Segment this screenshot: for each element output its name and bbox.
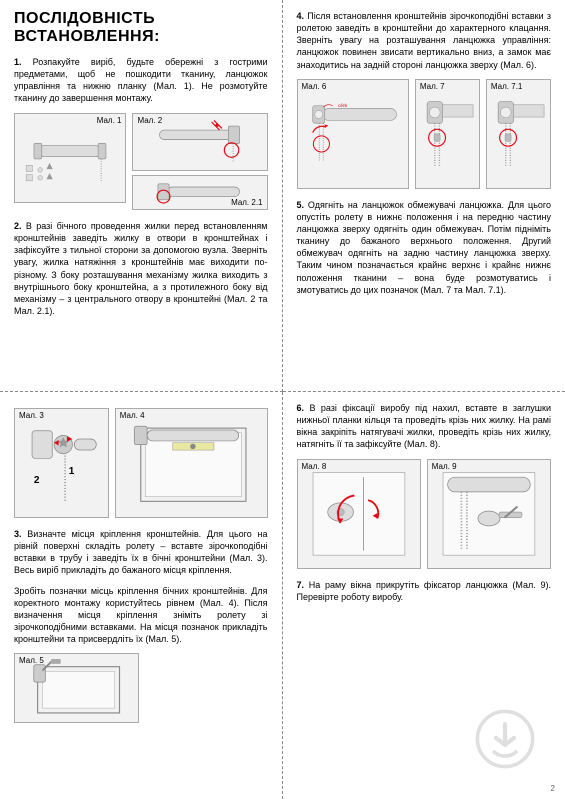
fig-9-label: Мал. 9: [432, 462, 457, 471]
fig-8-svg: [307, 468, 411, 560]
figure-7: Мал. 7: [415, 79, 480, 189]
figure-8: Мал. 8: [297, 459, 421, 569]
fig-row-4: Мал. 8 Мал. 9: [297, 459, 552, 569]
click-label: click: [338, 103, 348, 108]
fig-71-svg: [492, 88, 546, 180]
fig-4-label: Мал. 4: [120, 411, 145, 420]
step-6-text: 6. В разі фіксації виробу під нахил, вст…: [297, 402, 552, 451]
step-7-text: 7. На раму вікна прикрутіть фіксатор лан…: [297, 579, 552, 603]
step-3b-text: Зробіть позначки місць кріплення бічних …: [14, 585, 268, 646]
step-5-text: 5. Одягніть на ланцюжок обмежувачі ланцю…: [297, 199, 552, 296]
fig-4-svg: [127, 417, 255, 509]
quadrant-3: Мал. 3 2 1 Мал. 4: [0, 392, 283, 799]
fig-8-label: Мал. 8: [302, 462, 327, 471]
fig-row-3: Мал. 3 2 1 Мал. 4: [14, 408, 268, 518]
fig-6-svg: click: [306, 88, 400, 180]
fig-21-label: Мал. 2.1: [231, 198, 262, 207]
fig-9-svg: [437, 468, 541, 560]
quadrant-1: ПОСЛІДОВНІСТЬ ВСТАНОВЛЕННЯ: 1. Розпакуйт…: [0, 0, 283, 392]
main-title: ПОСЛІДОВНІСТЬ ВСТАНОВЛЕННЯ:: [14, 10, 268, 46]
fig-2-label: Мал. 2: [137, 116, 162, 125]
fig-row-3b: Мал. 5: [14, 653, 268, 723]
fig-71-label: Мал. 7.1: [491, 82, 522, 91]
fig-row-2: Мал. 6 click Мал. 7: [297, 79, 552, 189]
fig-1-label: Мал. 1: [97, 116, 122, 125]
fig-3-label: Мал. 3: [19, 411, 44, 420]
fig-6-label: Мал. 6: [302, 82, 327, 91]
watermark-icon: [475, 709, 535, 769]
fig-1-svg: [23, 120, 117, 195]
badge-2: 2: [34, 475, 40, 486]
figure-2-1: Мал. 2.1: [132, 175, 267, 210]
fig-5-label: Мал. 5: [19, 656, 44, 665]
fig-7-svg: [421, 88, 475, 180]
fig-row-1: Мал. 1 Мал. 2: [14, 113, 268, 211]
figure-5: Мал. 5: [14, 653, 139, 723]
step-3a-text: 3. Визначте місця кріплення кронштейнів.…: [14, 528, 268, 577]
figure-4: Мал. 4: [115, 408, 268, 518]
fig-5-svg: [24, 659, 128, 717]
figure-7-1: Мал. 7.1: [486, 79, 551, 189]
fig-7-label: Мал. 7: [420, 82, 445, 91]
quadrant-4: 6. В разі фіксації виробу під нахил, вст…: [283, 392, 565, 799]
figure-1: Мал. 1: [14, 113, 126, 203]
step-2-text: 2. В разі бічного проведення жилки перед…: [14, 220, 268, 317]
figure-3: Мал. 3 2 1: [14, 408, 109, 518]
figure-2: Мал. 2: [132, 113, 267, 172]
badge-1: 1: [69, 466, 75, 477]
step-1-text: 1. Розпакуйте виріб, будьте обережні з г…: [14, 56, 268, 105]
figure-9: Мал. 9: [427, 459, 551, 569]
fig-2-svg: [143, 118, 256, 166]
fig-3-svg: 2 1: [22, 417, 101, 509]
quadrant-2: 4. Після встановлення кронштейнів зірочк…: [283, 0, 565, 392]
step-4-text: 4. Після встановлення кронштейнів зірочк…: [297, 10, 552, 71]
figure-6: Мал. 6 click: [297, 79, 409, 189]
page-number: 2: [551, 784, 555, 793]
